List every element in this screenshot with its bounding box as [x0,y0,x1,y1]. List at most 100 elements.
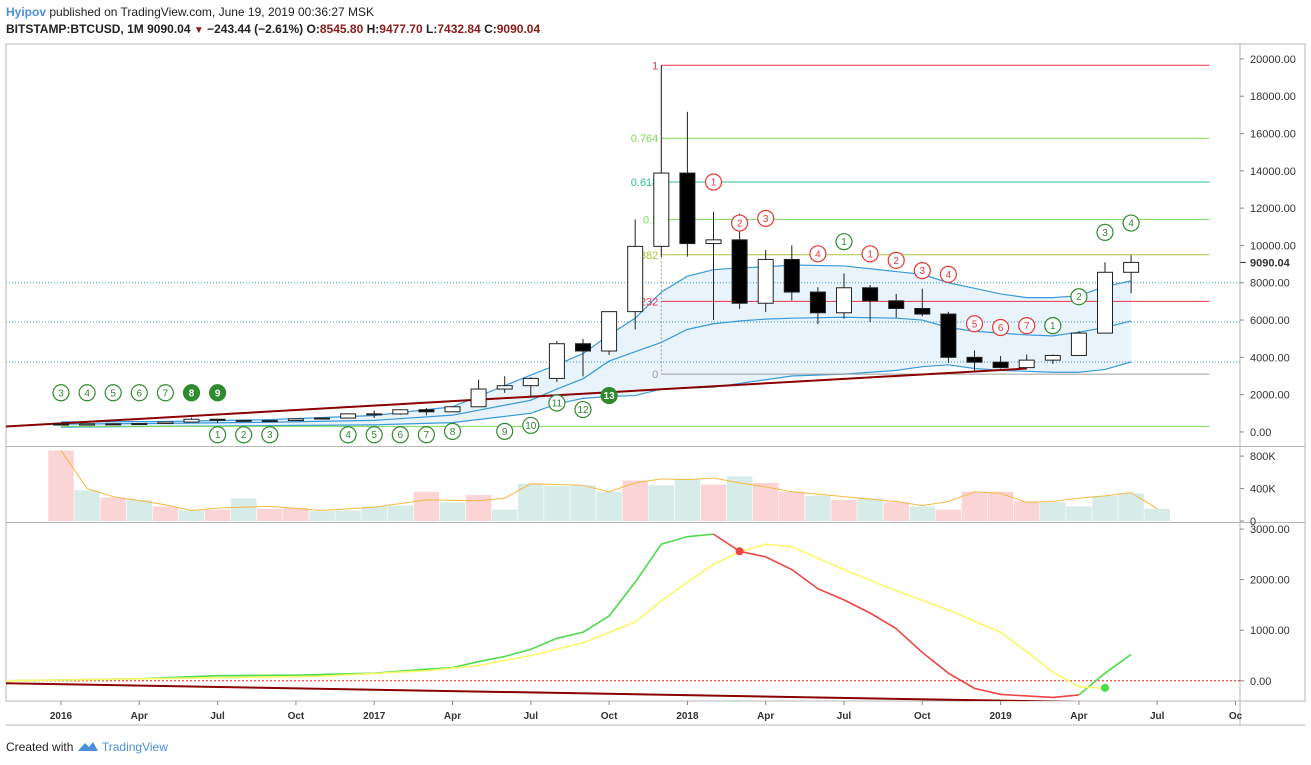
candle-body [366,413,383,416]
td-count-marker [209,426,227,444]
td-count-marker [730,214,749,232]
oscillator-axis-label: 1000.00 [1250,625,1290,637]
candle-body [209,418,226,421]
td-count-label: 2 [737,219,743,230]
candle-body [157,421,174,425]
td-count-marker [1018,317,1036,335]
price-axis-label: 16000.00 [1250,129,1296,141]
td-count-label: 5 [371,430,377,441]
td-count-label: 13 [604,391,616,402]
time-axis-label: 2017 [363,711,386,722]
bollinger-band-fill [61,265,1132,428]
oscillator-line [6,543,1106,690]
volume-bar [230,498,257,521]
oscillator-line [6,533,714,682]
candle-body [653,172,670,247]
candle-body [496,385,513,390]
volume-bar [178,510,205,521]
td-count-marker [1070,288,1088,306]
symbol-name: BITSTAMP:BTCUSD, 1M [6,22,144,36]
candle-body [183,418,200,423]
volume-bar [335,510,361,521]
candle-body [105,423,122,426]
td-count-marker [574,400,592,419]
td-count-marker [130,384,148,402]
volume-bar [100,497,126,521]
low-label: L: [426,22,438,36]
candle-body [79,423,96,426]
high-value: 9477.70 [379,22,423,36]
td-count-label: 1 [841,237,847,248]
price-axis-label: 8000.00 [1250,278,1290,290]
volume-bar [361,506,387,521]
td-count-marker [991,318,1010,337]
volume-bar [74,490,100,521]
volume-bar [413,491,440,521]
candle-body [679,172,696,245]
candle-body [783,258,800,293]
open-label: O: [306,22,320,36]
volume-bar [1040,502,1066,521]
candle-body [1070,332,1087,356]
td-count-label: 3 [58,388,64,399]
td-count-marker [887,251,905,269]
volume-bar [648,485,675,521]
price-axis-label: 6000.00 [1250,315,1290,327]
oscillator-pane [6,533,1240,701]
volume-bar [935,509,962,521]
volume-bar [439,502,466,521]
volume-bar [674,478,701,521]
high-label: H: [366,22,380,36]
fib-level-label: 0 [652,369,658,381]
candle-body [836,287,852,314]
time-axis-label: Apr [444,711,461,722]
candle-body [444,406,461,413]
volume-axis-label: 0 [1250,516,1256,528]
td-count-marker [1122,214,1140,232]
td-count-label: 1 [711,178,717,189]
volume-bar [805,495,831,521]
last-price-label: 9090.04 [1250,257,1291,269]
td-count-marker [1096,223,1114,241]
candle-body [862,287,879,302]
footer: Created with TradingView [6,740,168,754]
volume-bar [387,505,414,521]
volume-pane [48,450,1170,521]
td-count-marker [209,384,227,402]
time-axis-label: 2018 [676,711,699,722]
volume-bar [491,509,518,521]
volume-ma-line [60,450,1158,511]
time-axis-label: Oct [914,711,931,722]
td-count-marker [809,245,827,263]
fib-level-label: 0.764 [631,133,659,145]
time-axis-label: Jul [524,711,539,722]
td-count-label: 3 [920,266,926,277]
candle-body [757,258,774,304]
oscillator-axis-label: 2000.00 [1250,575,1290,587]
close-label: C: [484,22,497,36]
footer-brand[interactable]: TradingView [101,740,168,754]
volume-bar [152,506,179,521]
oscillator-axis-label: 0.00 [1250,676,1271,688]
oscillator-cross-marker [1101,683,1109,692]
footer-prefix: Created with [6,740,74,754]
volume-bar [1144,508,1170,521]
volume-bar [752,482,779,521]
price-axis-label: 12000.00 [1250,203,1296,215]
price-axis-label: 18000.00 [1250,91,1296,103]
td-count-label: 6 [998,323,1004,334]
price-axis-label: 4000.00 [1250,352,1290,364]
candle-body [1097,271,1113,334]
td-count-label: 5 [110,388,116,399]
author-name[interactable]: Hyipov [6,5,47,19]
td-count-marker [261,426,279,444]
price-axis-label: 0.00 [1250,427,1271,439]
candle-body [627,245,644,313]
candle-body [888,300,905,309]
volume-bar [779,491,805,521]
low-value: 7432.84 [437,22,481,36]
candle-body [731,239,748,304]
candle-body [340,413,357,419]
volume-bar [961,491,988,521]
